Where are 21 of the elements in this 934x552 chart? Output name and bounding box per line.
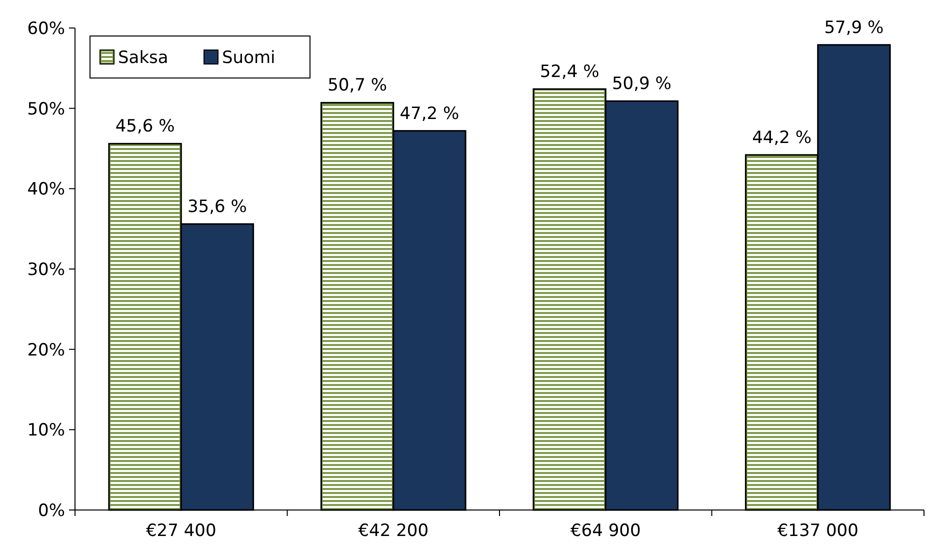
y-tick-label: 20% <box>27 340 65 360</box>
x-tick-label: €64 900 <box>570 521 641 541</box>
y-tick-label: 10% <box>27 420 65 441</box>
legend-label: Suomi <box>222 48 276 68</box>
y-tick-label: 50% <box>27 99 65 120</box>
data-label: 50,7 % <box>328 76 388 96</box>
data-label: 57,9 % <box>824 18 884 38</box>
x-tick-label: €27 400 <box>146 521 216 541</box>
y-tick-label: 30% <box>27 260 65 280</box>
data-label: 47,2 % <box>400 104 460 124</box>
y-tick-label: 40% <box>27 180 65 200</box>
legend-label: Saksa <box>118 48 168 68</box>
data-label: 50,9 % <box>612 74 672 94</box>
x-tick-label: €42 200 <box>358 521 429 541</box>
y-tick-label: 0% <box>38 500 65 521</box>
data-label: 35,6 % <box>187 197 247 218</box>
data-label: 52,4 % <box>540 62 600 82</box>
data-label: 44,2 % <box>752 128 812 148</box>
data-label: 45,6 % <box>115 116 175 137</box>
y-tick-label: 60% <box>27 18 65 39</box>
x-tick-label: €137 000 <box>777 521 858 541</box>
